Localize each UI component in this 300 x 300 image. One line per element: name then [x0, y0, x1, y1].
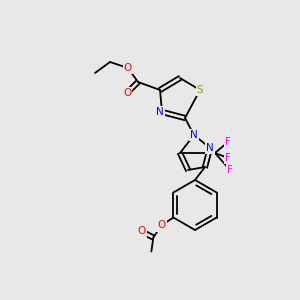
Text: N: N [190, 130, 198, 140]
Text: N: N [156, 107, 164, 117]
Text: O: O [137, 226, 146, 236]
Text: O: O [123, 88, 131, 98]
Text: S: S [197, 85, 203, 95]
Text: F: F [225, 153, 231, 163]
Text: N: N [206, 143, 214, 153]
Text: O: O [124, 63, 132, 73]
Text: F: F [227, 165, 233, 175]
Text: O: O [157, 220, 166, 230]
Text: F: F [225, 137, 231, 147]
